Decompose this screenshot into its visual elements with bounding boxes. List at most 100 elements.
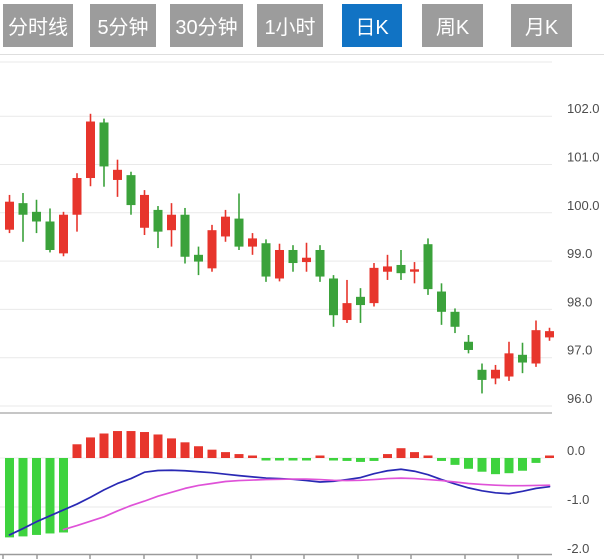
macd-histogram-bar [194, 446, 203, 458]
candle-body [221, 216, 230, 237]
tab-1hour[interactable]: 1小时 [257, 4, 323, 47]
candle-body [275, 249, 284, 279]
candle-body [315, 249, 325, 277]
macd-histogram-bar [396, 448, 406, 458]
macd-histogram-bar [491, 458, 500, 475]
macd-histogram-bar [5, 458, 14, 538]
candle-body [261, 243, 271, 277]
macd-histogram-bar [450, 458, 460, 465]
candle-body [207, 230, 217, 269]
macd-histogram-bar [221, 452, 230, 458]
macd-axis-label: 0.0 [567, 443, 585, 458]
macd-histogram-bar [59, 458, 68, 533]
candle-body [99, 122, 109, 167]
candle-body [32, 211, 41, 222]
candle-body [45, 221, 55, 250]
price-axis-label: 97.0 [567, 343, 592, 358]
candle-body [113, 169, 122, 180]
macd-histogram-bar [275, 458, 284, 461]
macd-histogram-bar [180, 442, 190, 458]
macd-histogram-bar [369, 458, 379, 461]
macd-histogram-bar [342, 458, 352, 461]
price-axis-label: 102.0 [567, 101, 600, 116]
candle-body [491, 369, 500, 379]
candle-body [153, 209, 163, 232]
tab-monthly-k[interactable]: 月K [511, 4, 572, 47]
candle-body [423, 244, 433, 290]
macd-histogram-bar [477, 458, 487, 472]
candle-body [477, 369, 487, 380]
tab-30min[interactable]: 30分钟 [170, 4, 243, 47]
macd-histogram-bar [72, 444, 82, 458]
macd-histogram-bar [153, 434, 163, 458]
candle-body [356, 296, 365, 306]
macd-histogram-bar [356, 458, 365, 462]
candle-body [302, 257, 311, 263]
macd-histogram-bar [531, 458, 541, 463]
price-axis-label: 101.0 [567, 150, 600, 165]
candle-body [329, 278, 338, 316]
macd-histogram-bar [248, 455, 257, 458]
macd-histogram-bar [329, 458, 338, 461]
candle-body [140, 194, 149, 228]
macd-histogram-bar [315, 455, 325, 458]
macd-histogram-bar [383, 454, 392, 458]
candle-body [369, 267, 379, 304]
macd-histogram-bar [464, 458, 473, 469]
macd-histogram-bar [545, 455, 554, 458]
macd-histogram-bar [437, 458, 446, 461]
macd-histogram-bar [518, 458, 527, 471]
tab-weekly-k[interactable]: 周K [422, 4, 483, 47]
tab-daily-k[interactable]: 日K [342, 4, 402, 47]
macd-histogram-bar [140, 432, 149, 458]
candle-body [545, 331, 554, 338]
candle-body [464, 341, 473, 350]
macd-histogram-bar [207, 449, 217, 458]
price-axis-label: 100.0 [567, 198, 600, 213]
macd-histogram-bar [99, 433, 109, 458]
candle-body [248, 238, 257, 247]
candle-body [59, 214, 68, 254]
candle-body [167, 214, 176, 231]
macd-histogram-bar [113, 431, 122, 458]
macd-histogram-bar [261, 458, 271, 461]
candle-body [396, 264, 406, 274]
candle-body [450, 311, 460, 327]
macd-histogram-bar [18, 458, 28, 537]
price-axis-label: 98.0 [567, 294, 592, 309]
price-axis-label: 96.0 [567, 391, 592, 406]
macd-histogram-bar [32, 458, 41, 535]
timeframe-tabbar: 分时线 5分钟 30分钟 1小时 日K 周K 月K [0, 4, 604, 47]
macd-histogram-bar [167, 438, 176, 458]
candle-body [180, 214, 190, 257]
candle-body [126, 175, 136, 206]
candle-body [234, 218, 244, 247]
candle-body [194, 254, 203, 262]
candle-body [410, 269, 419, 272]
candle-body [342, 303, 352, 321]
macd-histogram-bar [288, 458, 298, 461]
candle-body [437, 291, 446, 312]
candle-body [504, 353, 514, 377]
macd-histogram-bar [234, 454, 244, 458]
macd-axis-label: -1.0 [567, 492, 589, 507]
candle-body [531, 330, 541, 364]
dea-line [62, 477, 551, 531]
candle-body [5, 201, 14, 230]
candle-body [383, 266, 392, 272]
tab-time-sharing[interactable]: 分时线 [3, 4, 73, 47]
macd-histogram-bar [410, 452, 419, 458]
macd-histogram-bar [86, 437, 95, 458]
macd-histogram-bar [423, 455, 433, 458]
macd-histogram-bar [126, 431, 136, 458]
candle-body [86, 121, 95, 179]
macd-histogram-bar [504, 458, 514, 474]
tab-5min[interactable]: 5分钟 [90, 4, 156, 47]
candle-body [18, 203, 28, 215]
candle-body [288, 249, 298, 264]
candle-body [72, 178, 82, 215]
candle-body [518, 354, 527, 363]
macd-histogram-bar [302, 458, 311, 461]
